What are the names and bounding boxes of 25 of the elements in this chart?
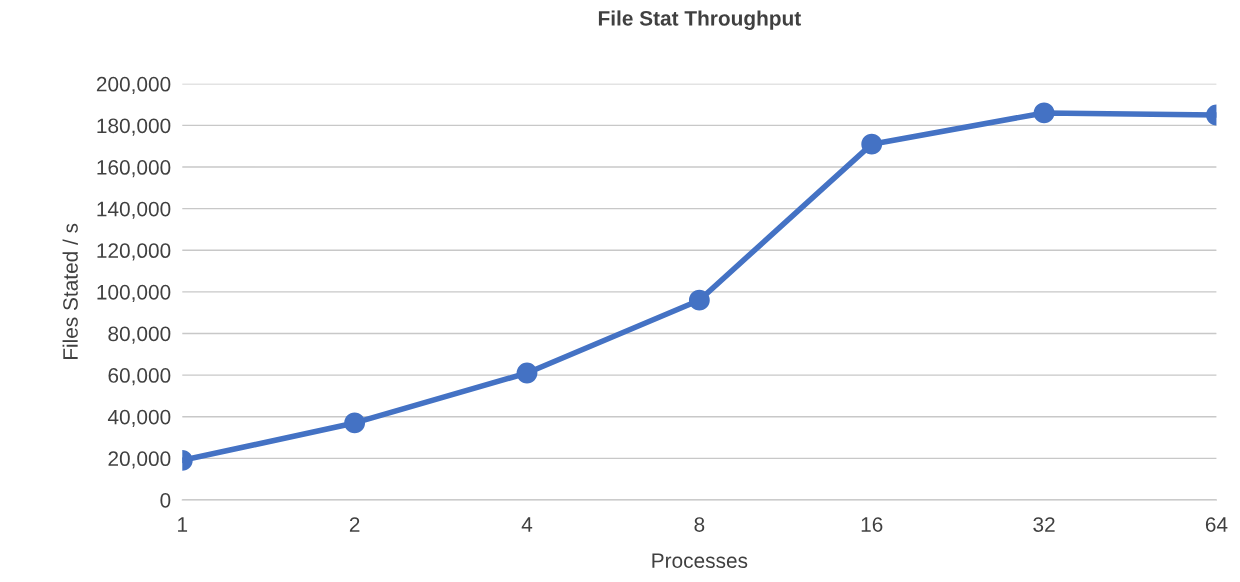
x-tick-label: 8 — [694, 517, 705, 532]
y-tick-label: 100,000 — [97, 284, 171, 303]
y-tick-label: 0 — [160, 492, 171, 508]
y-tick-label: 40,000 — [107, 409, 171, 427]
point — [861, 133, 883, 155]
y-tick-label: 160,000 — [97, 160, 171, 178]
x-axis-title: Processes — [652, 553, 748, 568]
x-tick-label: 32 — [1033, 517, 1055, 532]
x-tick-label: 64 — [1205, 517, 1228, 532]
point — [516, 362, 538, 384]
y-axis-title: Files Stated / s — [62, 223, 78, 360]
x-tick-label: 4 — [521, 517, 533, 532]
point — [688, 289, 710, 311]
y-tick-label: 180,000 — [97, 118, 171, 136]
y-tick-label: 200,000 — [96, 76, 171, 95]
y-tick-label: 80,000 — [108, 326, 171, 344]
y-tick-label: 120,000 — [97, 243, 171, 261]
y-tick-label: 20,000 — [108, 451, 171, 469]
x-tick-label: 2 — [349, 517, 360, 532]
x-tick-label: 16 — [861, 517, 883, 532]
chart-title: File Stat Throughput — [598, 10, 801, 30]
y-tick-label: 140,000 — [97, 201, 171, 219]
x-tick-label: 1 — [178, 517, 188, 532]
y-tick-label: 60,000 — [108, 368, 171, 386]
point — [344, 412, 366, 434]
